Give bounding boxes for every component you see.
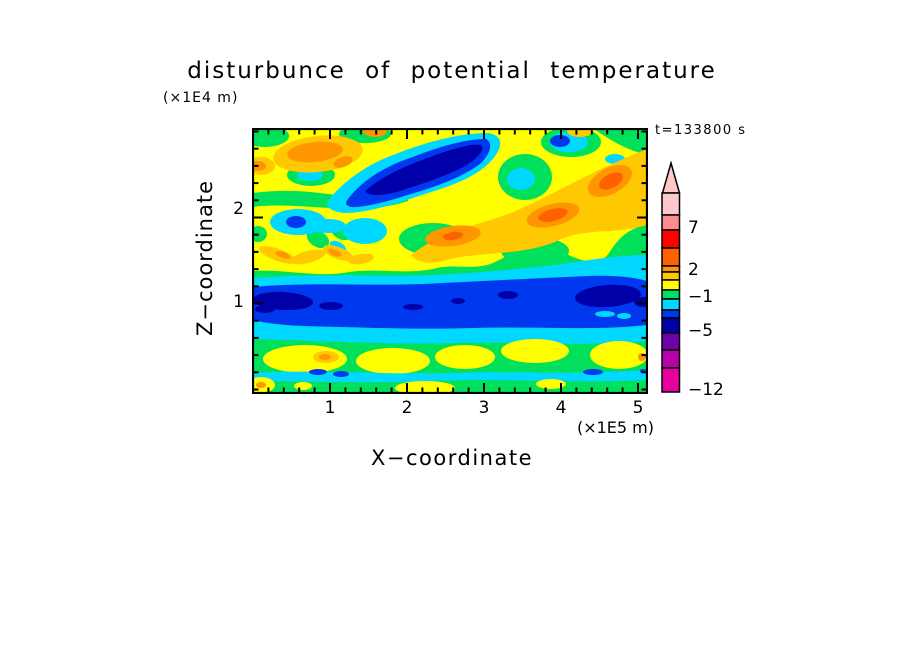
- x-tick-label-5: 5: [632, 398, 644, 418]
- time-label: t=133800 s: [655, 123, 747, 138]
- y-tick-label-1: 1: [233, 292, 244, 312]
- colorbar-label-2: 2: [688, 260, 699, 280]
- x-axis-unit: (×1E5 m): [576, 418, 654, 437]
- x-tick-label-1: 1: [324, 398, 336, 418]
- plot-title: disturbunce of potential temperature: [187, 58, 717, 84]
- colorbar-label-neg12: −12: [688, 380, 724, 400]
- colorbar-svg: [661, 161, 681, 393]
- x-tick-label-2: 2: [401, 398, 413, 418]
- colorbar-label-7: 7: [688, 218, 699, 238]
- x-tick-label-3: 3: [478, 398, 490, 418]
- contour-plot-svg: [252, 128, 648, 394]
- y-axis-label: Z−coordinate: [193, 180, 217, 336]
- colorbar-label-neg5: −5: [688, 321, 714, 341]
- y-tick-label-2: 2: [233, 199, 244, 219]
- y-axis-unit: (×1E4 m): [163, 90, 239, 106]
- x-tick-label-4: 4: [555, 398, 567, 418]
- colorbar-label-neg1: −1: [688, 287, 714, 307]
- x-axis-label: X−coordinate: [371, 446, 533, 470]
